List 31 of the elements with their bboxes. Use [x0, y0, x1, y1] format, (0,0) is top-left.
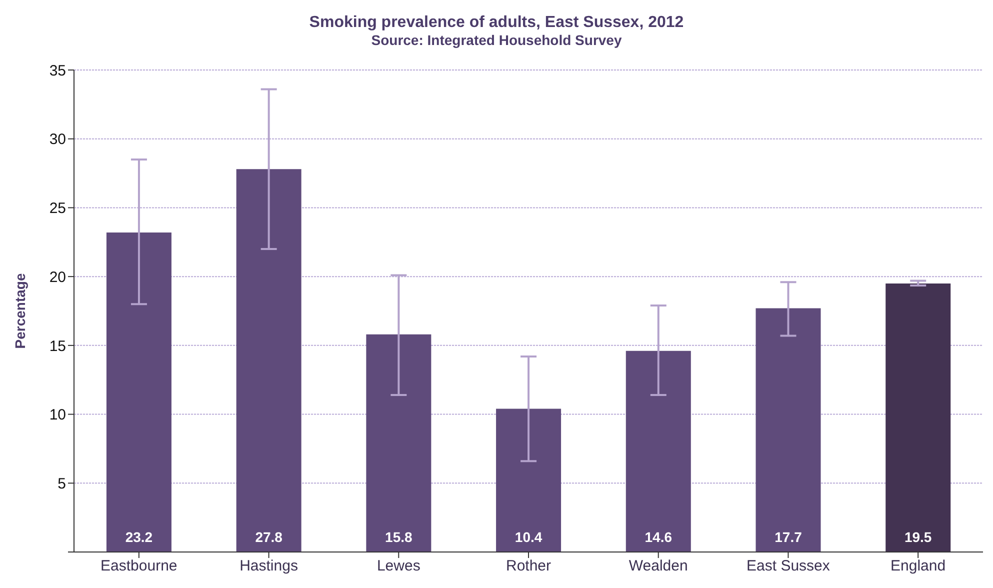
x-tick-label: England [890, 558, 946, 575]
x-tick-label: Lewes [376, 558, 420, 575]
bar [106, 232, 172, 552]
x-tick-label: East Sussex [746, 558, 830, 575]
x-tick-label: Hastings [240, 558, 298, 575]
bar [236, 169, 302, 552]
y-tick-label: 10 [49, 406, 66, 424]
y-tick-label: 25 [49, 200, 66, 218]
y-tick-label: 15 [49, 338, 66, 355]
data-label: 17.7 [774, 529, 802, 545]
bar [886, 283, 951, 552]
y-tick-label: 20 [49, 268, 66, 286]
data-label: 23.2 [125, 529, 153, 545]
x-tick-label: Wealden [628, 558, 688, 575]
bar [626, 350, 691, 552]
bar [756, 308, 821, 552]
data-label: 19.5 [904, 529, 932, 545]
data-label: 14.6 [644, 529, 672, 545]
data-label: 15.8 [385, 529, 413, 545]
y-axis-title: Percentage [12, 273, 28, 349]
chart-title: Smoking prevalence of adults, East Sussex, 2012 [308, 13, 685, 32]
y-tick-label: 30 [49, 131, 66, 148]
y-tick-label: 35 [49, 62, 66, 80]
data-label: 27.8 [255, 529, 283, 545]
data-label: 10.4 [514, 529, 542, 545]
chart-subtitle: Source: Integrated Household Survey [370, 32, 623, 48]
x-tick-label: Eastbourne [100, 558, 178, 575]
y-tick-label: 5 [58, 475, 66, 492]
x-tick-label: Rother [506, 558, 552, 575]
bar [496, 408, 562, 552]
bar [366, 334, 432, 552]
